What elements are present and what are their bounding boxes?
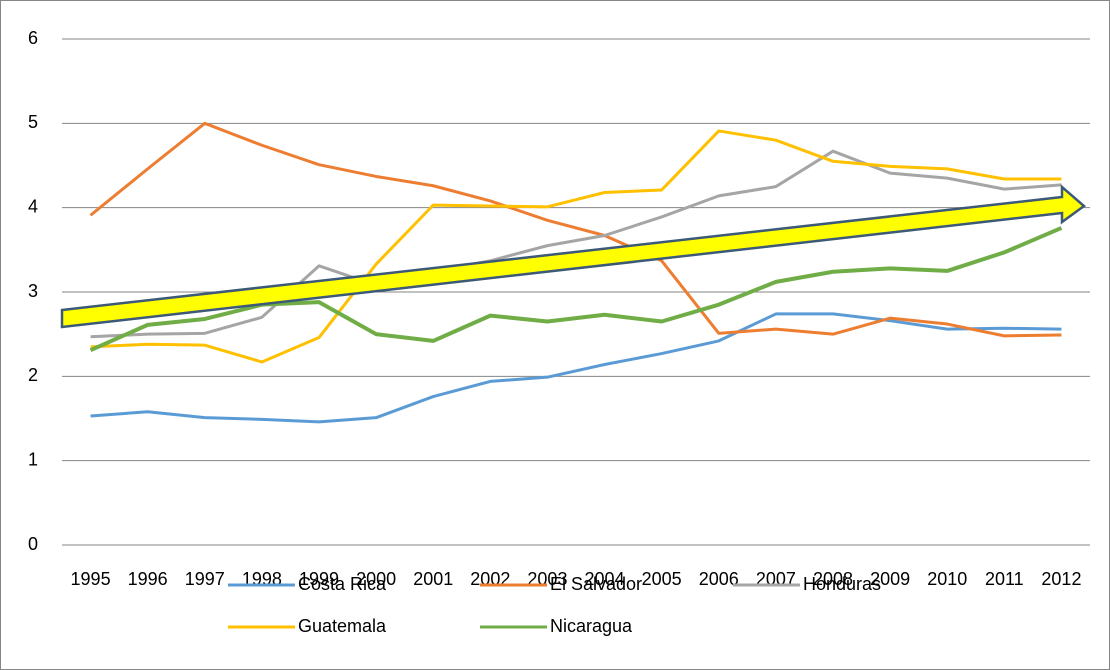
x-tick-label: 2008 [813,569,853,589]
trend-arrow [60,184,1087,329]
y-tick-label: 5 [28,112,38,132]
x-tick-label: 2006 [699,569,739,589]
y-tick-label: 0 [28,534,38,554]
legend-label: Honduras [803,574,881,594]
x-tick-label: 2011 [985,569,1024,589]
x-tick-label: 1999 [299,569,339,589]
y-tick-label: 3 [28,281,38,301]
y-tick-label: 4 [28,196,38,216]
x-tick-label: 2004 [585,569,625,589]
grid [62,38,1090,546]
series-line [90,129,1062,364]
y-tick-label: 6 [28,28,38,48]
y-tick-label: 1 [28,449,38,469]
legend-label: El Salvador [550,574,642,594]
x-tick-label: 2010 [927,569,967,589]
x-tick-label: 1996 [128,569,168,589]
series-line [90,312,1062,424]
series-line [90,149,1062,339]
x-tick-label: 2012 [1041,569,1081,589]
x-tick-label: 1997 [185,569,225,589]
series-lines [89,121,1063,424]
x-tick-label: 2001 [413,569,453,589]
x-tick-label: 1995 [71,569,111,589]
legend-label: Nicaragua [550,616,633,636]
series-line [89,121,1062,338]
x-tick-label: 2000 [356,569,396,589]
legend-label: Costa Rica [298,574,387,594]
x-tick-label: 2009 [870,569,910,589]
series-line [89,226,1063,353]
legend-label: Guatemala [298,616,387,636]
x-tick-label: 2005 [642,569,682,589]
y-tick-label: 2 [28,365,38,385]
